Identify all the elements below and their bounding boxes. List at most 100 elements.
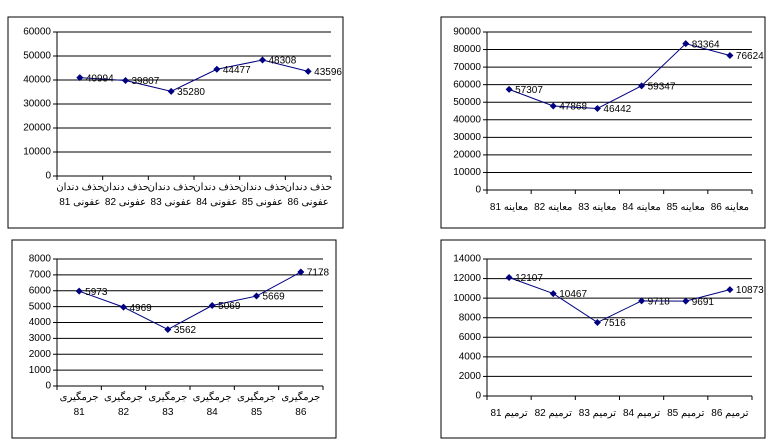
data-label: 43596: [314, 67, 342, 78]
data-line: [78, 271, 302, 331]
y-tick-label: 14000: [453, 254, 481, 265]
data-label: 5973: [85, 287, 108, 298]
data-point: [120, 303, 127, 311]
data-point: [164, 325, 172, 333]
data-label: 9691: [692, 297, 715, 308]
data-point: [682, 297, 690, 305]
x-tick-label: جرمگیری 85: [237, 392, 276, 418]
data-point: [304, 67, 312, 75]
y-tick-label: 3000: [29, 333, 52, 344]
data-point: [593, 318, 601, 326]
data-line: [508, 43, 731, 109]
y-tick-label: 10000: [453, 167, 481, 178]
y-tick-label: 10000: [453, 293, 481, 304]
data-point: [638, 82, 646, 90]
x-tick-label: جرمگیری 81: [59, 392, 99, 418]
y-tick-label: 0: [45, 171, 51, 182]
y-tick-label: 8000: [29, 254, 52, 265]
x-tick-label: ترمیم 82: [534, 408, 572, 419]
data-label: 40994: [86, 73, 114, 84]
y-tick-label: 7000: [29, 270, 52, 281]
y-tick-label: 5000: [29, 301, 52, 312]
y-tick-label: 70000: [453, 62, 481, 73]
data-point: [253, 292, 260, 300]
panel: [440, 16, 766, 229]
data-label: 46442: [603, 104, 631, 115]
x-tick-label: حذف دندان عفونی 85: [238, 182, 287, 208]
x-tick-label: ترمیم 86: [711, 408, 749, 419]
x-tick-label: معاینه 82: [534, 202, 573, 213]
x-tick-label: حذف دندان عفونی 86: [284, 182, 332, 208]
data-label: 3562: [174, 325, 197, 336]
y-tick-label: 6000: [29, 285, 52, 296]
data-point: [505, 85, 513, 93]
panel: [7, 16, 344, 229]
data-point: [682, 40, 690, 48]
y-tick-label: 40000: [23, 75, 51, 86]
x-tick-label: ترمیم 83: [578, 408, 617, 419]
y-tick-label: 6000: [459, 332, 482, 343]
y-tick-label: 0: [45, 381, 51, 392]
x-tick-label: حذف دندان عفونی 84: [193, 182, 241, 208]
x-tick-label: جرمگیری 86: [281, 392, 321, 418]
data-point: [208, 302, 216, 310]
y-tick-label: 20000: [453, 150, 481, 161]
data-point: [638, 297, 646, 305]
y-tick-label: 2000: [459, 371, 482, 382]
y-tick-label: 0: [475, 185, 481, 196]
y-tick-label: 4000: [29, 317, 52, 328]
x-tick-label: ترمیم 84: [622, 408, 661, 419]
data-point: [549, 290, 557, 298]
x-tick-label: جرمگیری 84: [192, 392, 232, 418]
y-tick-label: 2000: [29, 349, 52, 360]
data-point: [259, 56, 266, 64]
data-point: [76, 74, 84, 82]
x-tick-label: جرمگیری 82: [104, 392, 143, 418]
data-line: [79, 59, 309, 92]
y-tick-label: 60000: [23, 27, 51, 38]
y-tick-label: 10000: [23, 147, 51, 158]
x-tick-label: حذف دندان عفونی 83: [147, 182, 195, 208]
data-label: 10873: [736, 285, 764, 296]
data-label: 59347: [648, 81, 676, 92]
panel: [11, 239, 337, 439]
data-point: [726, 286, 734, 294]
y-tick-label: 1000: [29, 365, 52, 376]
data-label: 10467: [559, 289, 587, 300]
x-tick-label: حذف دندان عفونی 82: [101, 182, 150, 208]
x-tick-label: حذف دندان عفونی 81: [56, 182, 104, 208]
x-tick-label: معاینه 84: [622, 202, 661, 213]
y-tick-label: 60000: [453, 79, 481, 90]
data-point: [593, 104, 601, 112]
data-label: 7516: [603, 318, 626, 329]
data-point: [167, 87, 175, 95]
data-label: 9718: [648, 297, 671, 308]
data-point: [726, 51, 734, 59]
data-point: [122, 76, 129, 84]
data-label: 44477: [223, 65, 251, 76]
data-point: [297, 268, 305, 276]
data-label: 4969: [130, 303, 153, 314]
y-tick-label: 12000: [453, 273, 481, 284]
data-label: 39807: [132, 76, 160, 87]
data-label: 83364: [692, 39, 720, 50]
y-tick-label: 8000: [459, 312, 482, 323]
y-tick-label: 20000: [23, 123, 51, 134]
data-point: [549, 102, 557, 110]
data-point: [505, 274, 513, 282]
x-tick-label: معاینه 83: [578, 202, 617, 213]
data-label: 48308: [269, 56, 297, 67]
x-tick-label: معاینه 85: [666, 202, 705, 213]
y-tick-label: 90000: [453, 27, 481, 38]
data-point: [75, 287, 83, 295]
x-tick-label: معاینه 81: [489, 202, 529, 213]
x-tick-label: ترمیم 85: [667, 408, 705, 419]
y-tick-label: 30000: [23, 99, 51, 110]
data-label: 57307: [515, 85, 543, 96]
y-tick-label: 40000: [453, 114, 481, 125]
x-tick-label: ترمیم 81: [490, 408, 528, 419]
data-label: 12107: [515, 273, 543, 284]
panel: [440, 239, 766, 439]
